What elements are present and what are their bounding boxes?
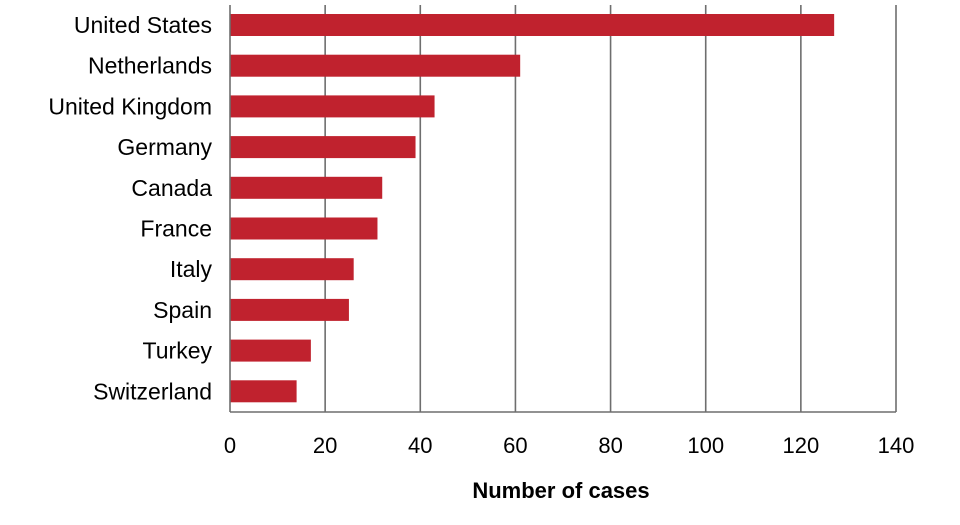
bar-turkey: [230, 339, 311, 362]
x-tick-label-40: 40: [408, 433, 432, 458]
x-tick-labels: 0 20 40 60 80 100 120 140: [224, 433, 914, 458]
bar-united-states: [230, 14, 835, 36]
bar-spain: [230, 298, 349, 321]
category-label-france: France: [140, 216, 212, 242]
category-label-germany: Germany: [117, 134, 212, 160]
bar-germany: [230, 136, 416, 159]
bars: [230, 14, 835, 403]
category-label-netherlands: Netherlands: [88, 53, 212, 79]
x-tick-label-60: 60: [503, 433, 527, 458]
category-label-italy: Italy: [170, 256, 213, 282]
bar-netherlands: [230, 54, 521, 77]
x-tick-label-0: 0: [224, 433, 236, 458]
x-axis-title: Number of cases: [472, 478, 649, 503]
x-tick-label-140: 140: [878, 433, 915, 458]
x-tick-label-20: 20: [313, 433, 337, 458]
x-tick-label-80: 80: [598, 433, 622, 458]
category-label-canada: Canada: [131, 175, 212, 201]
category-label-switzerland: Switzerland: [93, 378, 212, 404]
category-label-united-kingdom: United Kingdom: [48, 93, 212, 119]
bar-canada: [230, 176, 383, 199]
axes: [229, 5, 896, 413]
x-tick-label-120: 120: [782, 433, 819, 458]
category-label-spain: Spain: [153, 297, 212, 323]
bar-united-kingdom: [230, 95, 435, 118]
bar-italy: [230, 258, 354, 281]
x-tick-label-100: 100: [687, 433, 724, 458]
bar-switzerland: [230, 380, 297, 403]
category-labels: United States Netherlands United Kingdom Ge…: [48, 12, 212, 404]
bar-france: [230, 217, 378, 240]
category-label-united-states: United States: [74, 12, 212, 38]
category-label-turkey: Turkey: [143, 338, 213, 364]
